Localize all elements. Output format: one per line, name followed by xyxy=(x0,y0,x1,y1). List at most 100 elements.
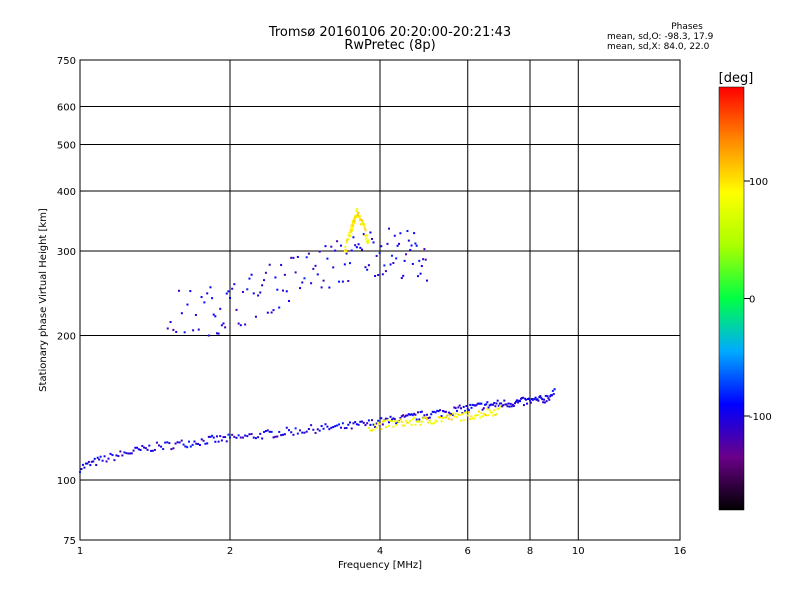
data-point xyxy=(264,430,267,433)
data-point xyxy=(195,442,198,445)
x-tick-label: 2 xyxy=(227,546,233,557)
data-point xyxy=(362,221,365,224)
data-point xyxy=(231,287,234,290)
data-point xyxy=(268,430,271,433)
data-point xyxy=(407,239,410,242)
data-point xyxy=(324,423,327,426)
data-point xyxy=(426,279,429,282)
data-point xyxy=(274,435,277,438)
data-point xyxy=(146,448,149,451)
data-point xyxy=(361,219,364,222)
x-tick-label: 4 xyxy=(377,546,383,557)
data-point xyxy=(454,407,457,410)
data-point xyxy=(352,223,355,226)
data-point xyxy=(294,271,297,274)
data-point xyxy=(356,207,359,210)
data-point xyxy=(338,280,341,283)
data-point xyxy=(413,416,416,419)
data-point xyxy=(436,409,439,412)
data-point xyxy=(348,231,351,234)
data-point xyxy=(151,449,154,452)
data-point xyxy=(497,404,500,407)
data-point xyxy=(303,277,306,280)
data-point xyxy=(296,255,299,258)
data-point xyxy=(361,248,364,251)
data-point xyxy=(261,437,264,440)
data-point xyxy=(346,238,349,241)
colorbar-tick-label: 0 xyxy=(749,295,755,306)
data-point xyxy=(345,241,348,244)
data-point xyxy=(505,403,508,406)
data-point xyxy=(422,417,425,420)
data-point xyxy=(332,266,335,269)
data-point xyxy=(233,283,236,286)
data-point xyxy=(358,215,361,218)
data-point xyxy=(130,452,133,455)
data-point xyxy=(414,423,417,426)
x-tick-label: 16 xyxy=(674,546,687,557)
data-point xyxy=(403,424,406,427)
data-point xyxy=(350,224,353,227)
colorbar-tick-label: 100 xyxy=(749,177,768,188)
data-point xyxy=(392,425,395,428)
data-point xyxy=(264,271,267,274)
data-point xyxy=(354,421,357,424)
data-point xyxy=(299,429,302,432)
data-point xyxy=(353,220,356,223)
data-point xyxy=(200,438,203,441)
data-point xyxy=(359,420,362,423)
data-point xyxy=(395,257,398,260)
data-point xyxy=(467,409,470,412)
data-point xyxy=(380,417,383,420)
data-point xyxy=(423,416,426,419)
data-point xyxy=(547,397,550,400)
data-point xyxy=(350,427,353,430)
data-point xyxy=(419,272,422,275)
data-point xyxy=(310,424,313,427)
data-point xyxy=(274,276,277,279)
x-tick-label: 6 xyxy=(465,546,471,557)
data-point xyxy=(541,398,544,401)
data-point xyxy=(475,414,478,417)
data-point xyxy=(361,420,364,423)
data-point xyxy=(383,419,386,422)
data-point xyxy=(442,416,445,419)
data-point xyxy=(399,417,402,420)
data-point xyxy=(139,448,142,451)
data-point xyxy=(464,409,467,412)
data-point xyxy=(416,275,419,278)
data-point xyxy=(543,401,546,404)
data-point xyxy=(392,417,395,420)
data-point xyxy=(405,253,408,256)
data-point xyxy=(449,414,452,417)
data-point xyxy=(174,442,177,445)
data-point xyxy=(414,242,417,245)
data-point xyxy=(348,262,351,265)
data-point xyxy=(356,214,359,217)
data-point xyxy=(367,239,370,242)
data-point xyxy=(84,462,87,465)
data-point xyxy=(393,418,396,421)
data-point xyxy=(400,277,403,280)
data-point xyxy=(443,416,446,419)
data-point xyxy=(345,427,348,430)
data-point xyxy=(509,402,512,405)
data-point xyxy=(197,328,200,331)
data-point xyxy=(492,403,495,406)
data-point xyxy=(355,216,358,219)
data-point xyxy=(202,439,205,442)
data-point xyxy=(150,449,153,452)
data-point xyxy=(465,405,468,408)
data-point xyxy=(299,287,302,290)
data-point xyxy=(115,454,118,457)
data-point xyxy=(326,425,329,428)
y-tick-label: 300 xyxy=(57,247,76,258)
data-point xyxy=(523,404,526,407)
data-point xyxy=(349,235,352,238)
data-point xyxy=(533,397,536,400)
data-point xyxy=(197,442,200,445)
data-point xyxy=(424,258,427,261)
data-point xyxy=(377,274,380,277)
data-point xyxy=(248,277,251,280)
data-point xyxy=(203,301,206,304)
